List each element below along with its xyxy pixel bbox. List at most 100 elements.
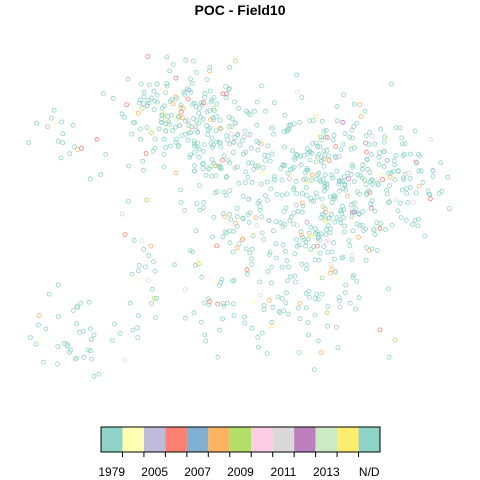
data-point [178, 102, 184, 108]
data-point [346, 176, 351, 182]
data-point [154, 92, 160, 98]
data-point [377, 327, 383, 333]
data-point [148, 95, 154, 101]
data-point [268, 280, 274, 286]
data-point [207, 125, 213, 131]
data-point [310, 141, 316, 146]
data-point [245, 211, 251, 217]
data-point [223, 84, 229, 89]
data-point [343, 282, 349, 288]
data-point [427, 196, 433, 202]
data-point [144, 197, 150, 203]
data-point [172, 124, 178, 130]
data-point [183, 118, 189, 124]
data-point [307, 157, 313, 163]
data-point [386, 286, 392, 292]
data-point [151, 295, 157, 301]
data-point [375, 180, 381, 186]
data-point [325, 303, 331, 309]
data-point [228, 217, 234, 223]
data-point [254, 223, 260, 229]
legend-label: 1979 [98, 465, 125, 479]
data-point [280, 242, 286, 248]
data-point [279, 177, 285, 183]
data-point [314, 229, 320, 235]
data-point [262, 193, 268, 199]
data-point [268, 125, 274, 131]
data-point [274, 191, 280, 197]
data-point [224, 230, 230, 236]
data-point [355, 234, 361, 240]
data-point [298, 229, 304, 235]
data-point [319, 118, 325, 124]
data-point [257, 207, 263, 213]
data-point [145, 54, 151, 59]
data-point [187, 76, 193, 82]
data-point [317, 237, 323, 243]
data-point [255, 334, 261, 340]
data-point [141, 94, 147, 100]
data-point [315, 231, 321, 237]
data-point [85, 347, 91, 353]
data-point [218, 166, 224, 172]
data-point [376, 161, 382, 167]
data-point [164, 116, 170, 122]
data-point [311, 198, 317, 204]
data-point [306, 288, 312, 294]
data-point [70, 122, 76, 128]
data-point [291, 210, 297, 216]
data-point [173, 75, 179, 81]
data-point [141, 89, 147, 95]
data-point [330, 240, 336, 246]
data-point [357, 191, 363, 197]
data-point [272, 177, 277, 183]
data-point [292, 279, 298, 285]
data-point [182, 91, 188, 97]
data-point [212, 163, 218, 169]
data-point [200, 205, 206, 211]
data-point [340, 254, 346, 260]
data-point [291, 187, 297, 193]
legend-swatch [315, 427, 338, 452]
data-point [364, 156, 370, 162]
data-point [185, 118, 191, 123]
data-point [187, 154, 193, 160]
data-point [171, 262, 177, 268]
data-point [230, 278, 236, 284]
data-point [401, 176, 407, 182]
data-point [398, 215, 404, 221]
data-point [152, 98, 158, 104]
data-point [74, 321, 79, 327]
data-point [279, 296, 285, 301]
data-point [199, 274, 205, 280]
data-point [321, 148, 327, 154]
data-point [319, 137, 325, 143]
data-point [348, 215, 354, 221]
data-point [135, 325, 141, 331]
data-point [384, 158, 390, 164]
data-point [366, 142, 372, 148]
data-point [193, 124, 199, 130]
data-point [360, 161, 366, 167]
data-point [203, 172, 209, 178]
data-point [307, 178, 312, 184]
data-point [307, 233, 313, 238]
data-point [135, 110, 141, 116]
data-point [202, 91, 208, 96]
data-point [382, 227, 388, 233]
data-point [258, 292, 264, 298]
data-point [154, 81, 160, 87]
data-point [68, 347, 73, 353]
data-point [240, 138, 245, 144]
data-point [207, 88, 213, 94]
data-point [196, 110, 202, 116]
data-point [234, 214, 240, 220]
data-point [220, 157, 225, 163]
data-point [285, 170, 291, 176]
data-point [243, 169, 249, 175]
data-point [291, 121, 297, 127]
data-point [205, 131, 211, 137]
data-point [232, 58, 238, 64]
data-point [323, 218, 329, 224]
data-point [70, 307, 76, 313]
